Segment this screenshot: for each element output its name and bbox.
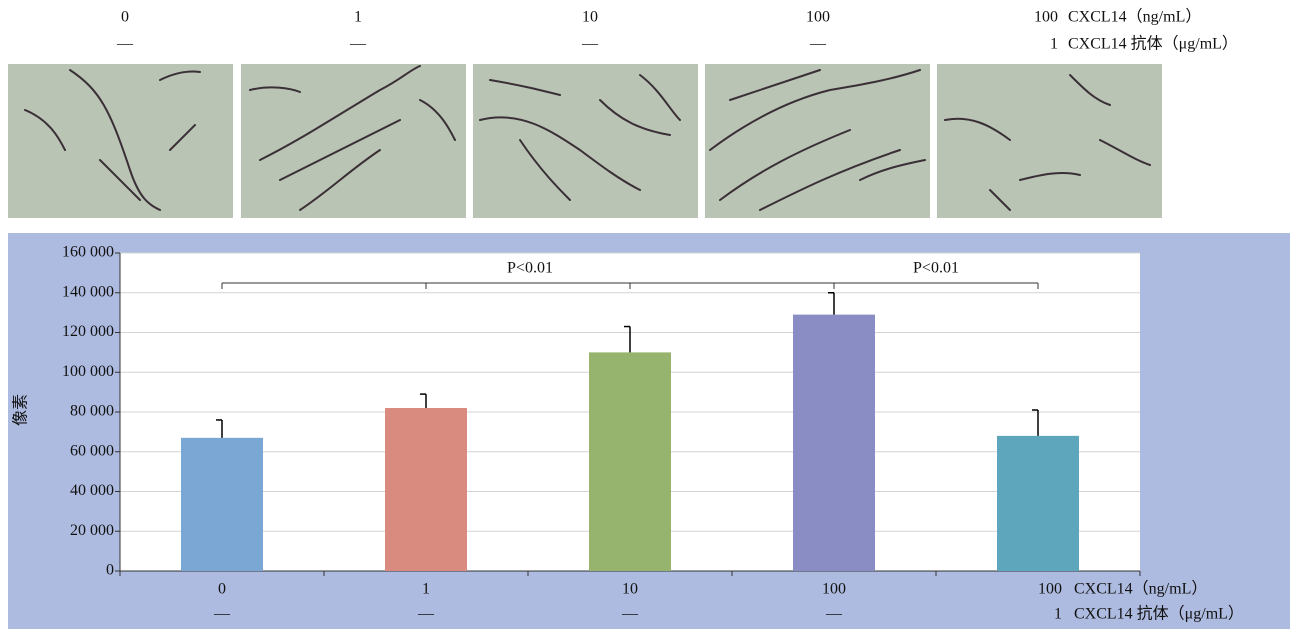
significance-label: P<0.01 [913, 260, 959, 277]
micrograph [705, 64, 930, 218]
y-tick-label: 120 000 [62, 323, 114, 340]
y-tick-label: 80 000 [70, 403, 114, 420]
bar [997, 436, 1079, 571]
bar [793, 315, 875, 571]
condition-label: — [809, 36, 827, 53]
condition-label: — [349, 36, 367, 53]
micrograph [473, 64, 698, 218]
y-tick-label: 100 000 [62, 363, 114, 380]
y-tick-label: 40 000 [70, 482, 114, 499]
bar [181, 438, 263, 571]
y-tick-label: 20 000 [70, 522, 114, 539]
condition-label: — [116, 36, 134, 53]
y-tick-label: 140 000 [62, 283, 114, 300]
y-tick-label: 0 [106, 562, 114, 579]
micrograph [937, 64, 1162, 218]
micrograph [241, 64, 466, 218]
row-label: CXCL14 抗体（μg/mL） [1068, 35, 1238, 53]
x-tick-label: — [621, 606, 639, 623]
x-tick-label: 1 [1054, 606, 1062, 623]
y-axis-label: 像素 [12, 394, 30, 426]
x-tick-label: — [213, 606, 231, 623]
condition-label: 100 [1034, 9, 1058, 26]
y-tick-label: 60 000 [70, 442, 114, 459]
x-tick-label: 10 [622, 581, 638, 598]
bar [385, 408, 467, 571]
x-tick-label: 1 [422, 581, 430, 598]
figure: 像素 0110100100CXCL14（ng/mL）————1CXCL14 抗体… [0, 0, 1290, 629]
condition-label: 0 [121, 9, 129, 26]
micrograph [8, 64, 233, 218]
significance-label: P<0.01 [507, 260, 553, 277]
x-tick-label: 100 [1038, 581, 1062, 598]
condition-label: 1 [1050, 36, 1058, 53]
y-tick-label: 160 000 [62, 244, 114, 261]
condition-label: 1 [354, 9, 362, 26]
row-label: CXCL14（ng/mL） [1068, 8, 1201, 26]
micrographs [8, 64, 1162, 218]
x-row-label: CXCL14（ng/mL） [1074, 580, 1207, 598]
x-tick-label: 0 [218, 581, 226, 598]
condition-label: — [581, 36, 599, 53]
condition-label: 100 [806, 9, 830, 26]
page: {"image_panel": {"rows": [ {"values": ["… [0, 0, 1290, 629]
x-row-label: CXCL14 抗体（μg/mL） [1074, 605, 1244, 623]
bar [589, 352, 671, 571]
x-tick-label: 100 [822, 581, 846, 598]
condition-label: 10 [582, 9, 598, 26]
x-tick-label: — [417, 606, 435, 623]
x-tick-label: — [825, 606, 843, 623]
